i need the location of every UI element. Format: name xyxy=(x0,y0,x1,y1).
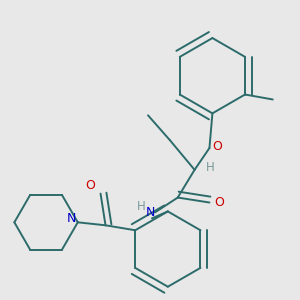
Text: N: N xyxy=(67,212,76,225)
Text: H: H xyxy=(206,161,215,174)
Text: N: N xyxy=(145,206,155,219)
Text: O: O xyxy=(214,196,224,209)
Text: O: O xyxy=(212,140,222,152)
Text: O: O xyxy=(86,179,96,192)
Text: H: H xyxy=(137,200,146,213)
